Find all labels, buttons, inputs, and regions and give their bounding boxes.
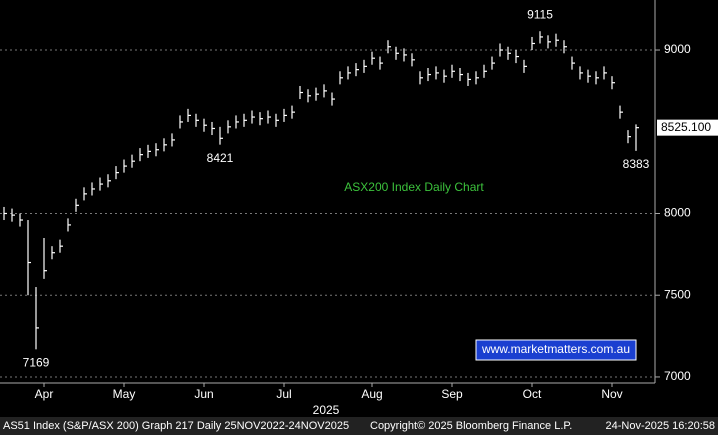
y-tick-label: 7000: [664, 369, 691, 383]
data-label: 7169: [23, 355, 50, 369]
last-price-label: 8525.100: [661, 120, 711, 134]
chart-title: ASX200 Index Daily Chart: [344, 180, 484, 194]
footer-bar: [0, 417, 718, 435]
x-tick-label: Jul: [276, 387, 291, 401]
data-label: 9115: [527, 7, 553, 21]
x-tick-label: Aug: [361, 387, 382, 401]
watermark-box: [475, 339, 637, 361]
y-tick-label: 7500: [664, 287, 691, 301]
footer-mid: Copyright© 2025 Bloomberg Finance L.P.: [370, 420, 572, 432]
year-label: 2025: [313, 403, 340, 417]
footer-right: 24-Nov-2025 16:20:58: [606, 420, 715, 432]
last-price-box: [657, 119, 718, 136]
x-tick-label: Nov: [601, 387, 622, 401]
x-tick-label: Apr: [35, 387, 54, 401]
x-tick-label: Jun: [194, 387, 213, 401]
x-tick-label: Sep: [441, 387, 463, 401]
x-tick-label: May: [113, 387, 136, 401]
watermark: www.marketmatters.com.au: [481, 342, 630, 356]
y-tick-label: 8000: [664, 206, 691, 220]
y-tick-label: 9000: [664, 42, 691, 56]
data-label: 8383: [623, 157, 650, 171]
x-tick-label: Oct: [523, 387, 542, 401]
footer-left: AS51 Index (S&P/ASX 200) Graph 217 Daily…: [3, 420, 349, 432]
data-label: 8421: [207, 151, 234, 165]
